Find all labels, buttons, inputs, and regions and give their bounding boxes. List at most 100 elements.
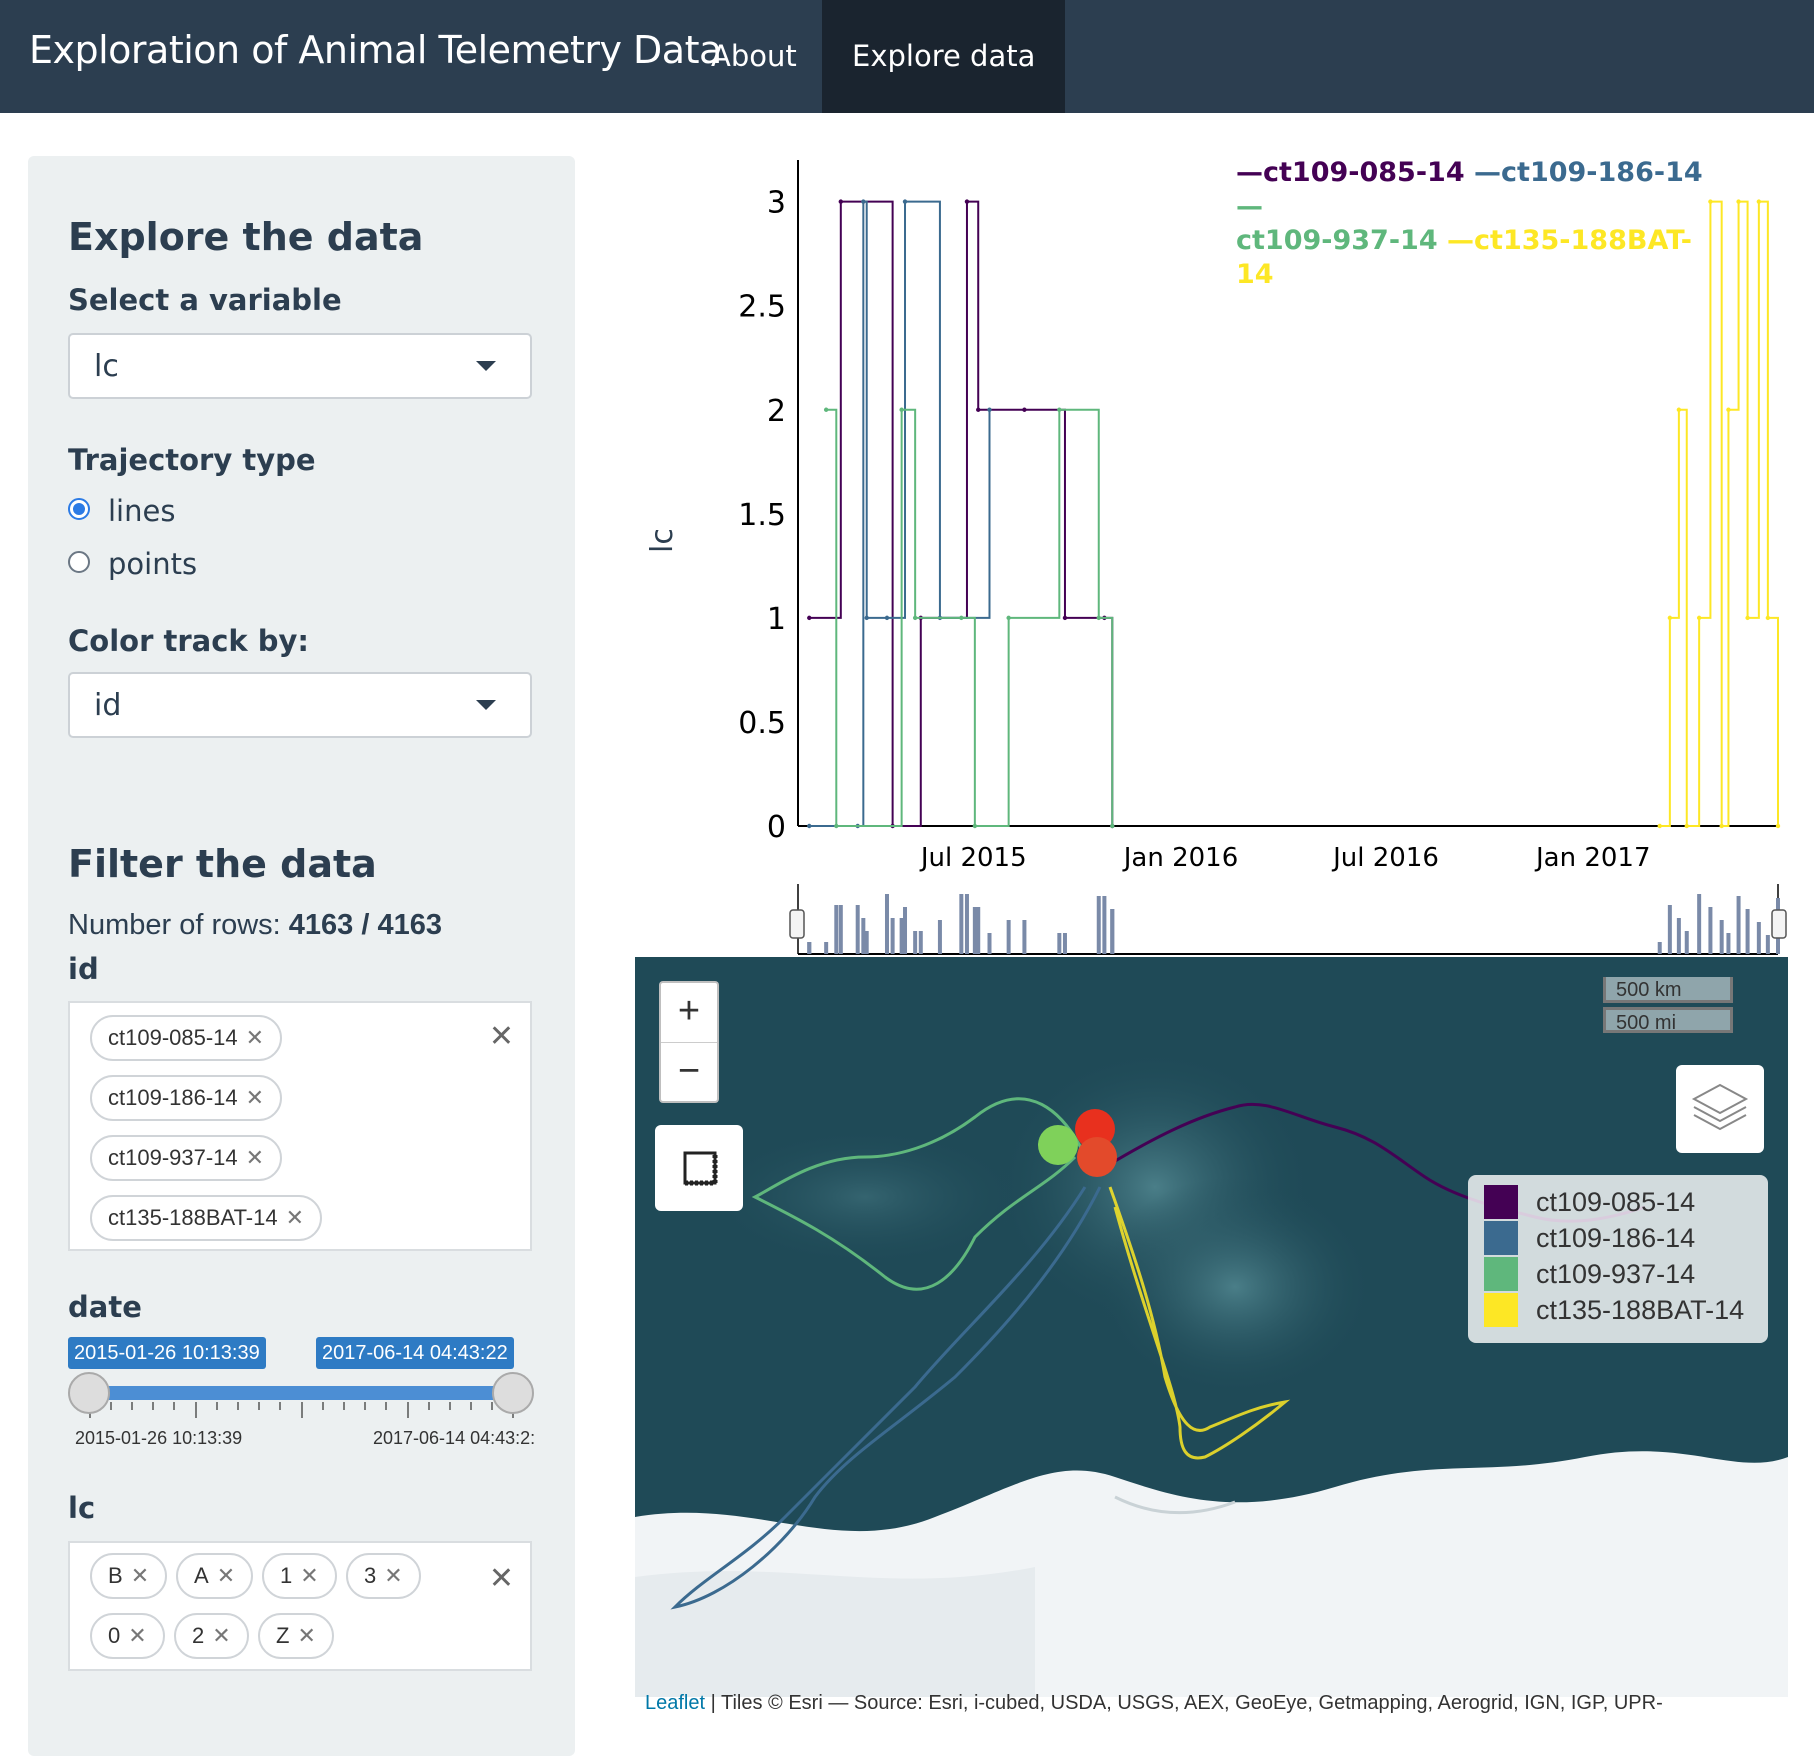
measure-button[interactable]: [655, 1125, 743, 1211]
layers-button[interactable]: [1676, 1065, 1764, 1153]
data-point[interactable]: [902, 199, 908, 204]
range-slider-bar: [987, 933, 992, 954]
legend-item[interactable]: —ct135-188BAT-14: [1236, 225, 1692, 290]
data-point[interactable]: [1062, 615, 1068, 621]
date-slider-track[interactable]: [88, 1386, 514, 1400]
lc-chip[interactable]: Z ✕: [258, 1613, 334, 1659]
series-line-ct135-188BAT-14[interactable]: [1659, 200, 1779, 827]
id-chip[interactable]: ct109-186-14 ✕: [90, 1075, 283, 1121]
data-point[interactable]: [807, 615, 812, 621]
end-marker[interactable]: [1077, 1137, 1117, 1177]
navbar: Exploration of Animal Telemetry Data Abo…: [0, 0, 1814, 113]
data-point[interactable]: [1719, 823, 1724, 829]
remove-icon[interactable]: ✕: [300, 1563, 319, 1588]
clear-icon[interactable]: ✕: [488, 1562, 514, 1595]
start-marker[interactable]: [1038, 1125, 1078, 1165]
lc-chip[interactable]: 2 ✕: [174, 1613, 249, 1659]
data-point[interactable]: [807, 823, 812, 829]
data-point[interactable]: [1110, 823, 1115, 829]
data-point[interactable]: [823, 407, 829, 412]
data-point[interactable]: [1756, 199, 1762, 204]
zoom-in-button[interactable]: +: [661, 983, 717, 1043]
id-chip[interactable]: ct109-085-14 ✕: [90, 1015, 283, 1061]
y-tick-label: 3: [767, 186, 786, 221]
lc-chip[interactable]: 0 ✕: [90, 1613, 165, 1659]
data-point[interactable]: [964, 199, 970, 204]
data-point[interactable]: [1006, 615, 1011, 621]
map[interactable]: + − 500 km 500 mi ct109-085-14 ct109-186…: [635, 957, 1788, 1697]
data-point[interactable]: [1736, 199, 1741, 204]
trajectory-label: Trajectory type: [68, 443, 316, 477]
nav-about[interactable]: About: [711, 39, 797, 73]
remove-icon[interactable]: ✕: [285, 1205, 305, 1230]
remove-icon[interactable]: ✕: [297, 1623, 316, 1648]
lc-time-series-chart[interactable]: 0 0.5 1 1.5 2 2.5 3 Jul 2015 Jan 2016 Jul 2016 Jan…: [620, 148, 1814, 958]
range-slider-handle-right[interactable]: [1771, 909, 1787, 939]
date-slider-handle-from[interactable]: [68, 1372, 110, 1414]
data-point[interactable]: [834, 823, 839, 829]
data-point[interactable]: [864, 615, 869, 621]
remove-icon[interactable]: ✕: [245, 1025, 265, 1050]
data-point[interactable]: [884, 615, 890, 621]
row-count-prefix: Number of rows:: [68, 909, 289, 941]
data-point[interactable]: [976, 407, 981, 412]
data-point[interactable]: [912, 615, 918, 621]
range-slider-handle-left[interactable]: [789, 909, 805, 939]
remove-icon[interactable]: ✕: [216, 1563, 236, 1588]
lc-chip[interactable]: 1 ✕: [262, 1553, 337, 1599]
nav-explore-data[interactable]: Explore data: [822, 0, 1066, 113]
data-point[interactable]: [1676, 407, 1682, 412]
remove-icon[interactable]: ✕: [212, 1623, 231, 1648]
clear-icon[interactable]: ✕: [488, 1020, 514, 1053]
color-by-select-value: id: [94, 688, 122, 723]
legend-item[interactable]: — ct109-937-14: [1236, 191, 1438, 256]
id-filter-select[interactable]: ct109-085-14 ✕ ct109-186-14 ✕ ct109-937-14…: [68, 1001, 532, 1251]
date-slider-handle-to[interactable]: [492, 1372, 534, 1414]
remove-icon[interactable]: ✕: [245, 1145, 265, 1170]
zoom-out-button[interactable]: −: [677, 1050, 701, 1092]
data-point[interactable]: [1684, 823, 1689, 829]
id-chip[interactable]: ct109-937-14 ✕: [90, 1135, 283, 1181]
leaflet-link[interactable]: Leaflet: [645, 1692, 706, 1714]
series-line-ct109-085-14[interactable]: [809, 200, 1114, 827]
data-point[interactable]: [861, 199, 866, 204]
variable-select[interactable]: lc: [68, 333, 532, 399]
remove-icon[interactable]: ✕: [130, 1563, 150, 1588]
data-point[interactable]: [1696, 615, 1702, 621]
range-slider-bar: [1765, 935, 1770, 954]
data-point[interactable]: [1022, 407, 1027, 412]
data-point[interactable]: [838, 199, 844, 204]
y-axis-label: lc: [645, 528, 680, 553]
data-point[interactable]: [959, 615, 964, 621]
data-point[interactable]: [1708, 199, 1713, 204]
series-line-ct109-937-14[interactable]: [826, 408, 1114, 827]
data-point[interactable]: [1096, 615, 1101, 621]
data-point[interactable]: [987, 407, 992, 412]
zoom-control: + −: [659, 981, 719, 1103]
data-point[interactable]: [1667, 615, 1673, 621]
data-point[interactable]: [1657, 823, 1662, 829]
map-legend-label: ct109-186-14: [1536, 1223, 1696, 1253]
range-slider-bar: [834, 905, 839, 954]
legend-item[interactable]: —ct109-085-14: [1236, 157, 1465, 188]
data-point[interactable]: [1745, 615, 1750, 621]
data-point[interactable]: [1726, 407, 1731, 412]
data-point[interactable]: [1775, 823, 1781, 829]
data-point[interactable]: [1765, 615, 1771, 621]
lc-filter-select[interactable]: B ✕ A ✕ 1 ✕ 3 ✕ 0 ✕ 2 ✕ Z ✕ ✕: [68, 1541, 532, 1671]
legend-item[interactable]: —ct109-186-14: [1474, 157, 1703, 188]
radio-checked-icon[interactable]: [68, 498, 90, 520]
lc-chip[interactable]: A ✕: [176, 1553, 254, 1599]
app-title[interactable]: Exploration of Animal Telemetry Data: [29, 28, 722, 72]
lc-chip[interactable]: B ✕: [90, 1553, 168, 1599]
data-point[interactable]: [1057, 407, 1062, 412]
id-chip[interactable]: ct135-188BAT-14 ✕: [90, 1195, 323, 1241]
remove-icon[interactable]: ✕: [128, 1623, 147, 1648]
data-point[interactable]: [899, 407, 904, 412]
lc-chip[interactable]: 3 ✕: [346, 1553, 421, 1599]
data-point[interactable]: [972, 823, 978, 829]
remove-icon[interactable]: ✕: [384, 1563, 403, 1588]
remove-icon[interactable]: ✕: [245, 1085, 265, 1110]
radio-unchecked-icon[interactable]: [68, 551, 90, 573]
color-by-select[interactable]: id: [68, 672, 532, 738]
